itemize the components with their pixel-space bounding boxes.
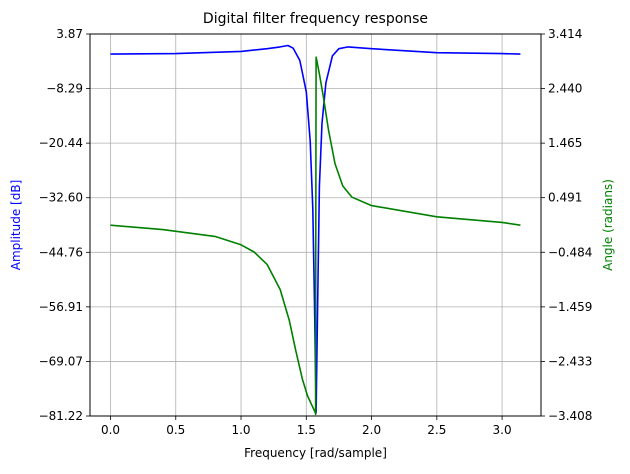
y-right-tick-label: 0.491 (548, 191, 582, 205)
y-right-tick-label: −0.484 (548, 245, 592, 259)
y-axis-label-right: Angle (radians) (601, 179, 615, 271)
x-tick-label: 3.0 (493, 423, 512, 437)
y-left-tick-label: −8.29 (46, 82, 83, 96)
y-right-tick-label: 3.414 (548, 27, 582, 41)
chart-title: Digital filter frequency response (203, 11, 428, 27)
y-right-tick-label: −1.459 (548, 300, 592, 314)
phase-angle-line (110, 56, 521, 416)
y-left-tick-label: −81.22 (39, 409, 83, 423)
x-tick-label: 1.0 (231, 423, 250, 437)
x-tick-label: 0.0 (101, 423, 120, 437)
plot-frame (89, 33, 542, 417)
y-left-tick-label: −32.60 (39, 191, 83, 205)
series-lines (110, 44, 521, 416)
y-right-tick-label: 2.440 (548, 82, 582, 96)
y-left-tick-label: −44.76 (39, 245, 83, 259)
axis-ticks: 0.0 0.5 1.0 1.5 2.0 2.5 3.0 3.87 −8.29 −20.44 −32.… (39, 27, 593, 437)
x-tick-label: 0.5 (166, 423, 185, 437)
y-left-tick-label: −20.44 (39, 136, 83, 150)
y-left-tick-label: −69.07 (39, 354, 83, 368)
y-right-tick-label: −3.408 (548, 409, 592, 423)
y-axis-label-left: Amplitude [dB] (9, 180, 23, 271)
y-right-tick-label: 1.465 (548, 136, 582, 150)
x-tick-label: 2.5 (427, 423, 446, 437)
x-tick-label: 1.5 (297, 423, 316, 437)
y-right-tick-label: −2.433 (548, 354, 592, 368)
x-tick-label: 2.0 (362, 423, 381, 437)
y-left-tick-label: 3.87 (56, 27, 83, 41)
y-left-tick-label: −56.91 (39, 300, 83, 314)
x-axis-label: Frequency [rad/sample] (244, 446, 387, 460)
